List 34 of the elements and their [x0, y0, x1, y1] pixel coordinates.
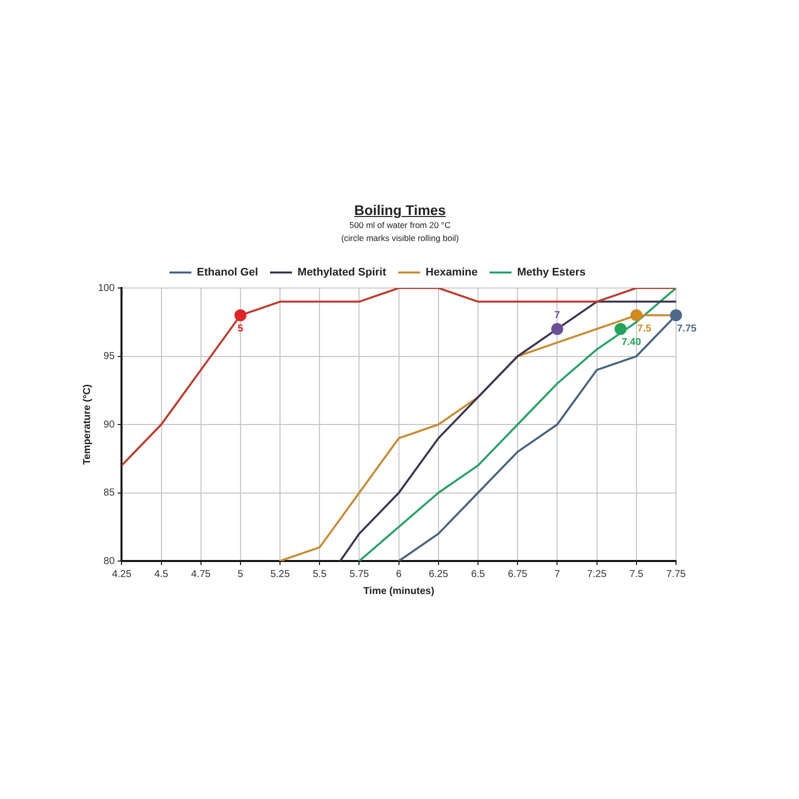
x-tick-label: 5 [238, 568, 244, 580]
y-axis-title: Temperature (°C) [82, 384, 93, 465]
x-axis-title: Time (minutes) [363, 586, 434, 597]
annotation: 7 [554, 310, 560, 322]
annotation: 7.75 [677, 324, 697, 335]
x-tick-label: 4.5 [154, 568, 169, 580]
x-tick-label: 6.25 [428, 568, 449, 580]
x-tick-label: 6 [396, 568, 402, 580]
x-tick-label: 5.5 [312, 568, 328, 580]
x-tick-label: 4.25 [112, 568, 132, 580]
x-tick-label: 6.5 [471, 568, 486, 580]
y-tick-label: 100 [98, 282, 116, 294]
chart-subtitle: 500 ml of water from 20 °C [348, 219, 452, 232]
legend-label: Methy Esters [517, 266, 586, 279]
x-tick-label: 4.75 [191, 568, 212, 580]
y-tick-label: 80 [104, 556, 116, 567]
x-tick-label: 7.5 [629, 568, 644, 580]
x-tick-label: 5.75 [350, 568, 370, 580]
y-tick-label: 85 [104, 488, 116, 498]
chart-title: Boiling Times [353, 202, 447, 219]
x-tick-label: 7.75 [666, 568, 686, 580]
annotation: 7.40 [622, 337, 642, 348]
x-tick-label: 6.75 [508, 568, 528, 580]
annotation: 5 [238, 324, 244, 335]
x-tick-label: 7 [554, 568, 560, 580]
x-tick-label: 7.25 [587, 568, 607, 580]
text: (circle marks visible rolling boil) [340, 232, 460, 245]
y-tick-label: 90 [104, 419, 116, 430]
annotation: 7.5 [637, 324, 652, 335]
legend-label: Hexamine [426, 266, 478, 279]
y-tick-label: 95 [104, 351, 116, 362]
x-tick-label: 5.25 [270, 568, 290, 580]
legend-label: Methylated Spirit [298, 266, 386, 279]
legend-label: Ethanol Gel [196, 266, 258, 279]
